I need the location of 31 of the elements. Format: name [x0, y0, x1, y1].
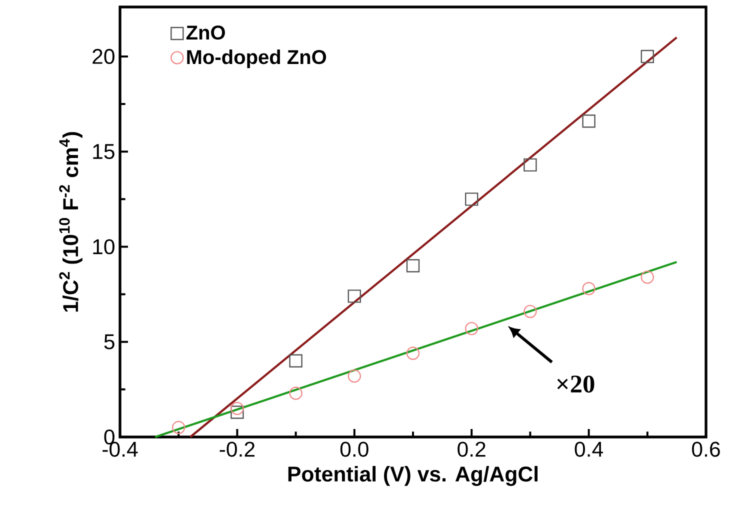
point — [230, 402, 244, 416]
text: 1/C$^{2}$ (10$^{10}$ F$^{-2}$ cm$^{4}$) — [59, 132, 82, 312]
point — [465, 192, 478, 206]
point — [640, 270, 654, 284]
point — [524, 304, 537, 318]
point — [289, 386, 302, 400]
x-tick-label: 0.4 — [574, 442, 603, 457]
legend-label: Mo-doped ZnO — [187, 49, 326, 68]
point — [465, 322, 478, 336]
point — [640, 50, 654, 64]
x-tick-label: -0.2 — [220, 442, 255, 457]
annotation: ×20 — [557, 376, 594, 393]
x-tick-label: 0.0 — [340, 442, 368, 457]
point — [406, 259, 420, 272]
x-tick-label: 0.2 — [458, 442, 486, 457]
point — [348, 290, 362, 303]
point — [230, 406, 244, 419]
point — [582, 114, 596, 128]
x-axis-title: Potential (V) vs. Ag/AgCl — [288, 466, 538, 486]
point — [582, 282, 596, 296]
point — [289, 354, 302, 368]
point — [406, 346, 420, 360]
y-tick-label: 20 — [92, 48, 114, 64]
point — [524, 158, 537, 172]
y-tick-label: 5 — [104, 334, 114, 350]
x-tick-label: 0.6 — [692, 442, 720, 457]
point — [348, 370, 362, 383]
y-tick-label: 10 — [93, 239, 114, 254]
legend-label: ZnO — [186, 25, 225, 40]
point — [172, 420, 186, 434]
y-tick-label: 15 — [93, 144, 114, 160]
